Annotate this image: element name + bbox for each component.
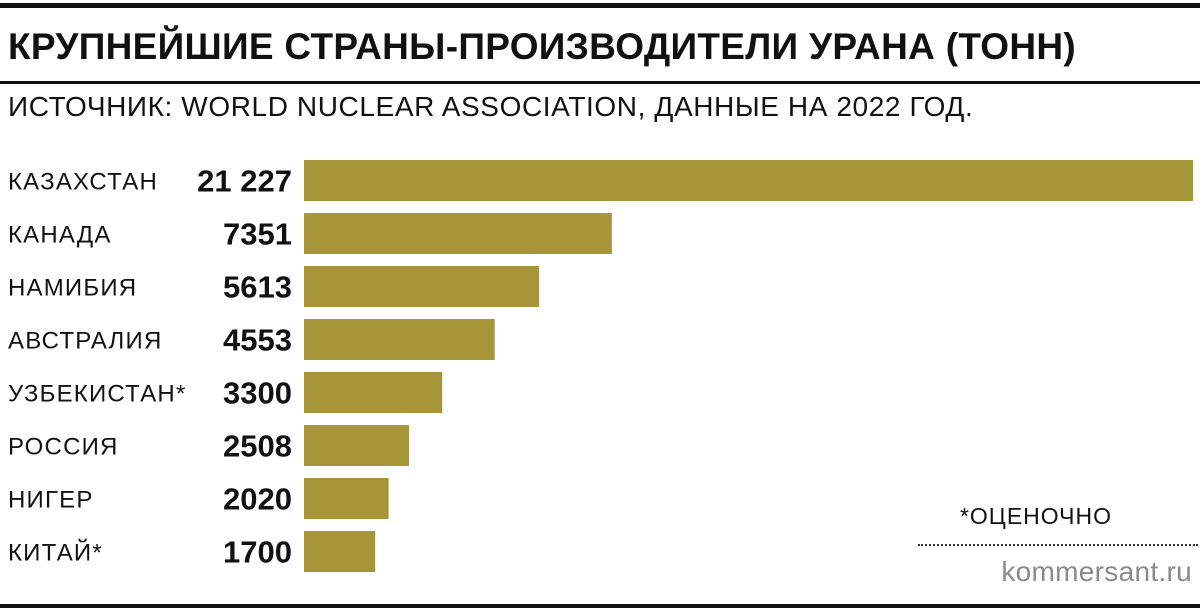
category-label: КАЗАХСТАН [8, 169, 158, 196]
value-label: 2508 [223, 429, 292, 464]
category-label: КИТАЙ* [8, 539, 103, 567]
value-label: 1700 [223, 535, 292, 570]
top-rule [0, 3, 1200, 8]
brand-label: kommersant.ru [1001, 556, 1192, 587]
bar [304, 266, 540, 307]
value-label: 4553 [223, 323, 292, 358]
bar [304, 531, 376, 572]
value-label: 7351 [223, 217, 292, 252]
value-label: 2020 [223, 482, 292, 517]
dotted-divider [918, 544, 1198, 546]
bar [304, 160, 1193, 201]
bar [304, 478, 389, 519]
header-rule [0, 81, 1200, 84]
value-label: 5613 [223, 270, 292, 305]
category-label: УЗБЕКИСТАН* [8, 381, 186, 408]
bar [304, 372, 443, 413]
category-label: НИГЕР [8, 487, 94, 514]
category-label: АВСТРАЛИЯ [8, 328, 162, 355]
value-label: 21 227 [197, 164, 292, 199]
value-label: 3300 [223, 376, 292, 411]
category-label: КАНАДА [8, 222, 112, 249]
category-label: НАМИБИЯ [8, 275, 137, 302]
bar [304, 425, 410, 466]
bar [304, 213, 612, 254]
bar [304, 319, 495, 360]
chart-title: КРУПНЕЙШИЕ СТРАНЫ-ПРОИЗВОДИТЕЛИ УРАНА (Т… [8, 26, 1077, 67]
chart-subtitle: ИСТОЧНИК: WORLD NUCLEAR ASSOCIATION, ДАН… [8, 91, 974, 122]
footnote: *ОЦЕНОЧНО [959, 503, 1112, 529]
category-label: РОССИЯ [8, 434, 119, 461]
bottom-rule [0, 604, 1200, 608]
